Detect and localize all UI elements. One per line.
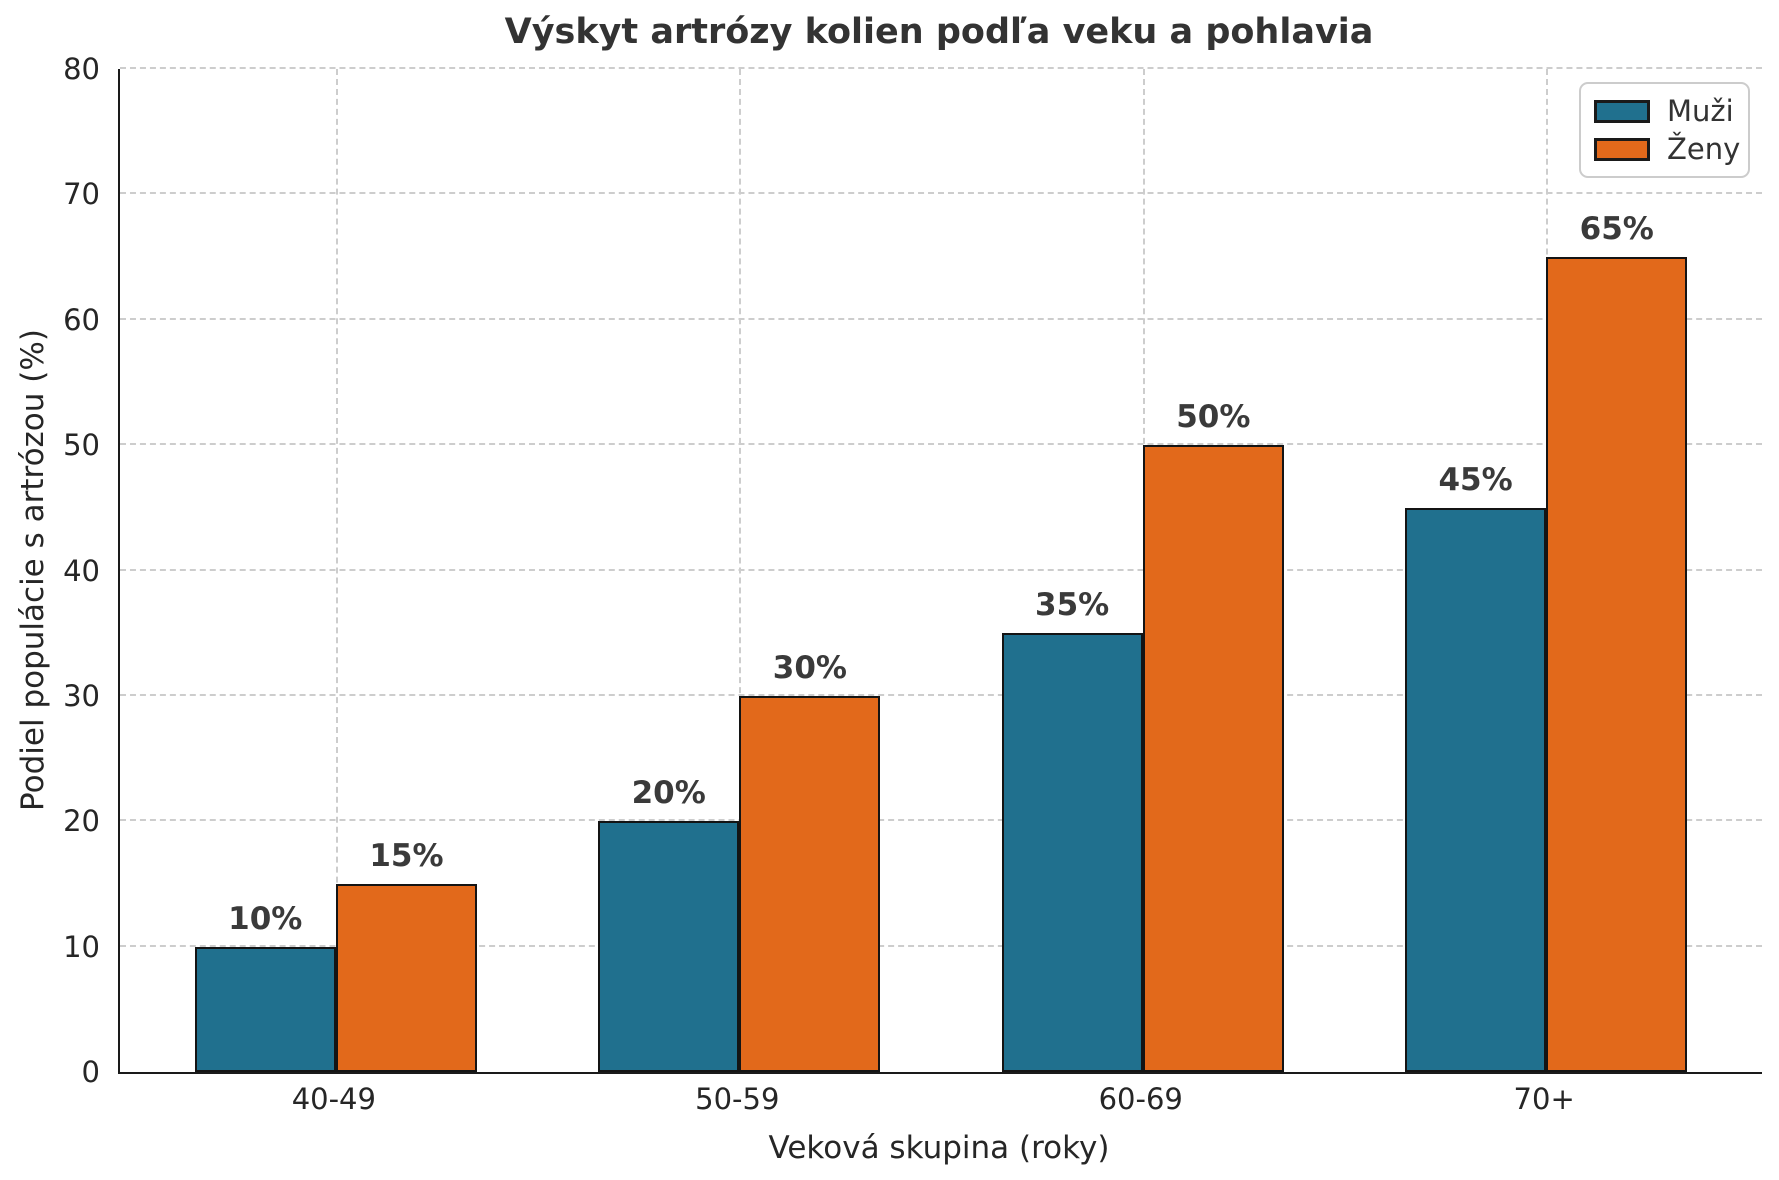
- gridline-h-20: [120, 819, 1762, 822]
- legend-item-mu-i: Muži: [1594, 95, 1735, 127]
- gridline-h-40: [120, 568, 1762, 571]
- y-tick-label-0: 0: [81, 1055, 100, 1089]
- bar-value-label-mu-i-60-69: 35%: [1035, 587, 1110, 624]
- legend: Muži Ženy: [1579, 82, 1750, 178]
- gridline-h-80: [120, 67, 1762, 69]
- x-tick-label-60-69: 60-69: [1098, 1082, 1183, 1116]
- bar-value-label--eny-40-49: 15%: [369, 837, 444, 874]
- gridline-h-50: [120, 443, 1762, 446]
- bar-mu-i-40-49: [194, 946, 336, 1072]
- bar-value-label--eny-50-59: 30%: [772, 649, 847, 686]
- x-tick-label-40-49: 40-49: [291, 1082, 376, 1116]
- x-axis-label: Veková skupina (roky): [768, 1130, 1110, 1166]
- y-tick-label-40: 40: [63, 553, 100, 588]
- gridline-h-60: [120, 317, 1762, 320]
- bar-value-label-mu-i-40-49: 10%: [228, 900, 303, 937]
- gridline-h-10: [120, 944, 1762, 947]
- x-tick-label-70plus: 70+: [1513, 1082, 1575, 1116]
- legend-item--eny: Ženy: [1594, 133, 1740, 165]
- legend-label-mu-i: Muži: [1667, 93, 1734, 128]
- y-tick-label-80: 80: [63, 52, 100, 86]
- y-tick-label-50: 50: [63, 428, 100, 463]
- x-tick-label-50-59: 50-59: [695, 1082, 780, 1116]
- bar--eny-40-49: [335, 883, 478, 1072]
- legend-swatch--eny: [1594, 137, 1650, 161]
- y-tick-label-70: 70: [63, 177, 100, 212]
- gridline-v-50-59: [739, 69, 742, 1072]
- bar-value-label--eny-70plus: 65%: [1579, 211, 1654, 248]
- bar-mu-i-60-69: [1001, 633, 1143, 1072]
- legend-label--eny: Ženy: [1667, 131, 1741, 166]
- legend-swatch-mu-i: [1594, 99, 1650, 123]
- bar--eny-50-59: [739, 695, 881, 1072]
- bar-value-label--eny-60-69: 50%: [1176, 399, 1251, 436]
- gridline-h-30: [120, 693, 1762, 696]
- bar-mu-i-50-59: [598, 821, 740, 1072]
- y-tick-label-20: 20: [63, 804, 100, 839]
- bar--eny-60-69: [1142, 445, 1284, 1072]
- plot-area: Muži Ženy 10% 20% 35% 45% 15% 30% 50% 65%: [118, 67, 1762, 1074]
- bar--eny-70plus: [1546, 257, 1688, 1072]
- bar-value-label-mu-i-50-59: 20%: [631, 775, 706, 812]
- gridline-h-70: [120, 192, 1762, 195]
- bar-mu-i-70plus: [1404, 507, 1547, 1072]
- y-tick-label-10: 10: [63, 929, 100, 964]
- gridline-v-40-49: [335, 69, 338, 1072]
- y-tick-label-30: 30: [63, 678, 100, 713]
- chart-title: Výskyt artrózy kolien podľa veku a pohla…: [504, 12, 1374, 52]
- bar-value-label-mu-i-70plus: 45%: [1438, 461, 1513, 498]
- y-tick-label-60: 60: [63, 302, 100, 337]
